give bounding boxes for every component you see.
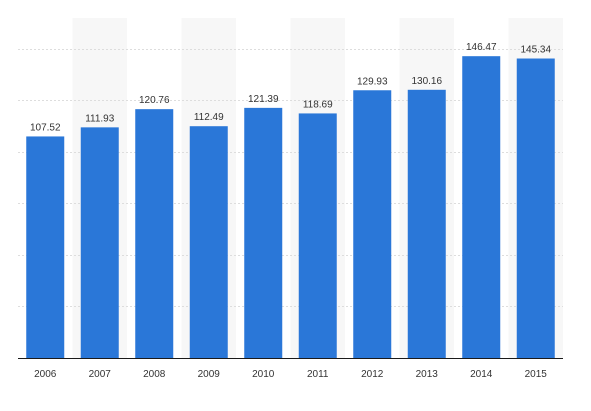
value-label: 146.47 <box>466 42 497 53</box>
bar-2008 <box>135 109 174 358</box>
bar-2011 <box>298 113 337 358</box>
value-label: 112.49 <box>194 112 224 123</box>
value-label: 107.52 <box>30 122 61 133</box>
value-labels: 107.52 111.93 120.76 112.49 121.39 118.69 129.… <box>30 42 552 133</box>
gridlines <box>18 49 563 307</box>
category-label: 2008 <box>143 369 166 380</box>
bar-2015 <box>516 58 555 359</box>
value-label: 145.34 <box>520 45 551 56</box>
bar-2012 <box>353 90 392 359</box>
value-label: 129.93 <box>357 76 388 87</box>
bar-2013 <box>407 89 446 359</box>
bar-2010 <box>244 107 283 358</box>
value-label: 121.39 <box>248 94 279 105</box>
category-label: 2014 <box>470 369 493 380</box>
category-label: 2007 <box>89 369 112 380</box>
category-label: 2009 <box>198 369 221 380</box>
category-label: 2011 <box>307 369 329 380</box>
value-label: 111.93 <box>85 113 115 124</box>
value-label: 118.69 <box>303 99 333 110</box>
value-label: 120.76 <box>139 95 170 106</box>
value-label: 130.16 <box>411 76 442 87</box>
category-label: 2010 <box>252 369 275 380</box>
category-label: 2013 <box>416 369 439 380</box>
bar-2006 <box>26 136 65 358</box>
category-label: 2015 <box>525 369 548 380</box>
bar-2007 <box>80 127 119 359</box>
bar-2014 <box>462 56 501 358</box>
bars <box>26 56 555 359</box>
category-label: 2006 <box>34 369 57 380</box>
bar-2009 <box>189 126 228 358</box>
category-label: 2012 <box>361 369 384 380</box>
category-labels: 2006 2007 2008 2009 2010 2011 2012 2013 2014 2015 <box>34 369 547 380</box>
